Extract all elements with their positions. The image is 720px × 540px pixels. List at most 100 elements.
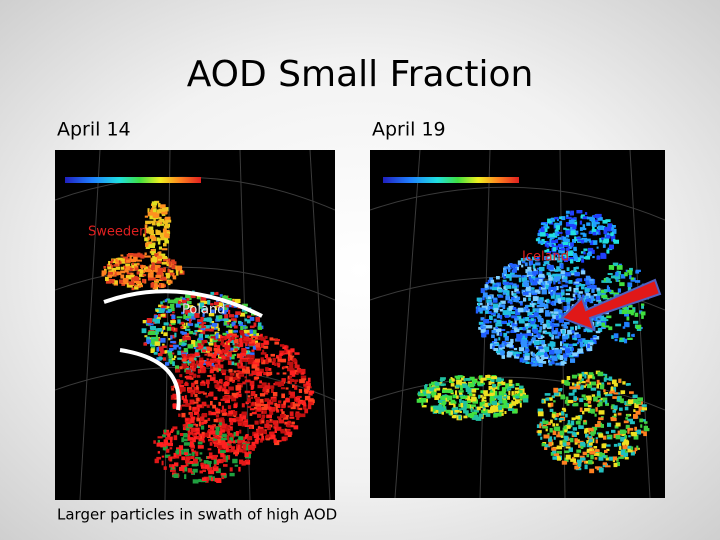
pixel (521, 275, 524, 280)
pixel (577, 324, 581, 330)
pixel (471, 388, 477, 393)
pixel (195, 409, 198, 412)
pixel (130, 258, 137, 263)
pixel (143, 233, 146, 237)
pixel (597, 371, 604, 377)
pixel (551, 240, 557, 244)
pixel (593, 317, 597, 321)
pixel (448, 389, 454, 394)
pixel (572, 239, 576, 243)
pixel (546, 272, 551, 276)
pixel (562, 334, 569, 340)
pixel (211, 358, 218, 363)
pixel (120, 254, 124, 257)
pixel (164, 442, 169, 446)
pixel (606, 287, 610, 292)
pixel (552, 449, 557, 454)
pixel (271, 388, 274, 393)
pixel (565, 254, 569, 259)
pixel (575, 266, 579, 270)
pixel (508, 267, 511, 273)
pixel (107, 266, 112, 270)
pixel (587, 409, 594, 414)
pixel (518, 277, 522, 283)
pixel (644, 428, 650, 432)
pixel (164, 233, 170, 238)
pixel (247, 361, 253, 365)
annotation: Sweeden (88, 225, 147, 240)
pixel (534, 360, 538, 364)
pixel (581, 268, 585, 272)
pixel (516, 333, 522, 339)
pixel (496, 324, 503, 327)
pixel (620, 337, 625, 342)
pixel (433, 405, 440, 410)
pixel (252, 361, 256, 366)
pixel (613, 443, 618, 447)
pixel (544, 446, 548, 450)
pixel (162, 207, 167, 212)
pixel (612, 415, 617, 419)
pixel (593, 446, 598, 449)
pixel (532, 308, 536, 313)
pixel (147, 208, 150, 213)
pixel (518, 301, 523, 304)
pixel (625, 269, 628, 272)
pixel (294, 403, 301, 407)
pixel (160, 253, 166, 258)
pixel (599, 453, 605, 457)
pixel (280, 430, 286, 434)
pixel (198, 302, 205, 308)
pixel (605, 402, 609, 406)
pixel (562, 439, 567, 444)
pixel (635, 269, 641, 272)
pixel (507, 300, 512, 304)
pixel (594, 452, 600, 456)
pixel (517, 307, 524, 313)
pixel (569, 253, 574, 256)
pixel (486, 301, 489, 307)
pixel (588, 240, 592, 243)
pixel (228, 417, 232, 422)
pixel (181, 342, 187, 346)
pixel (220, 318, 226, 321)
pixel (182, 335, 185, 341)
pixel (234, 314, 239, 318)
pixel (205, 379, 210, 385)
pixel (544, 299, 548, 303)
pixel (201, 477, 207, 481)
pixel (597, 327, 603, 332)
pixel (605, 431, 609, 434)
pixel (500, 300, 506, 304)
pixel (165, 362, 170, 366)
pixel (480, 378, 484, 383)
pixel (524, 323, 529, 329)
pixel (587, 343, 590, 349)
pixel (202, 313, 205, 317)
pixel (206, 364, 209, 368)
pixel (134, 267, 139, 271)
pixel (168, 261, 172, 266)
pixel (493, 284, 498, 287)
pixel (158, 238, 161, 242)
pixel (179, 303, 184, 306)
pixel (200, 329, 206, 335)
pixel (432, 390, 436, 393)
pixel (576, 431, 580, 435)
pixel (217, 345, 221, 349)
pixel (434, 410, 439, 413)
pixel (525, 361, 530, 364)
pixel (552, 291, 556, 295)
pixel (181, 412, 186, 418)
pixel (625, 417, 629, 420)
pixel (557, 331, 561, 337)
pixel (160, 204, 166, 209)
pixel (197, 319, 204, 322)
pixel (635, 429, 641, 435)
pixel (600, 289, 607, 294)
pixel (196, 397, 200, 402)
pixel (232, 341, 235, 346)
pixel (624, 406, 629, 411)
pixel (531, 337, 536, 341)
pixel (574, 239, 578, 242)
